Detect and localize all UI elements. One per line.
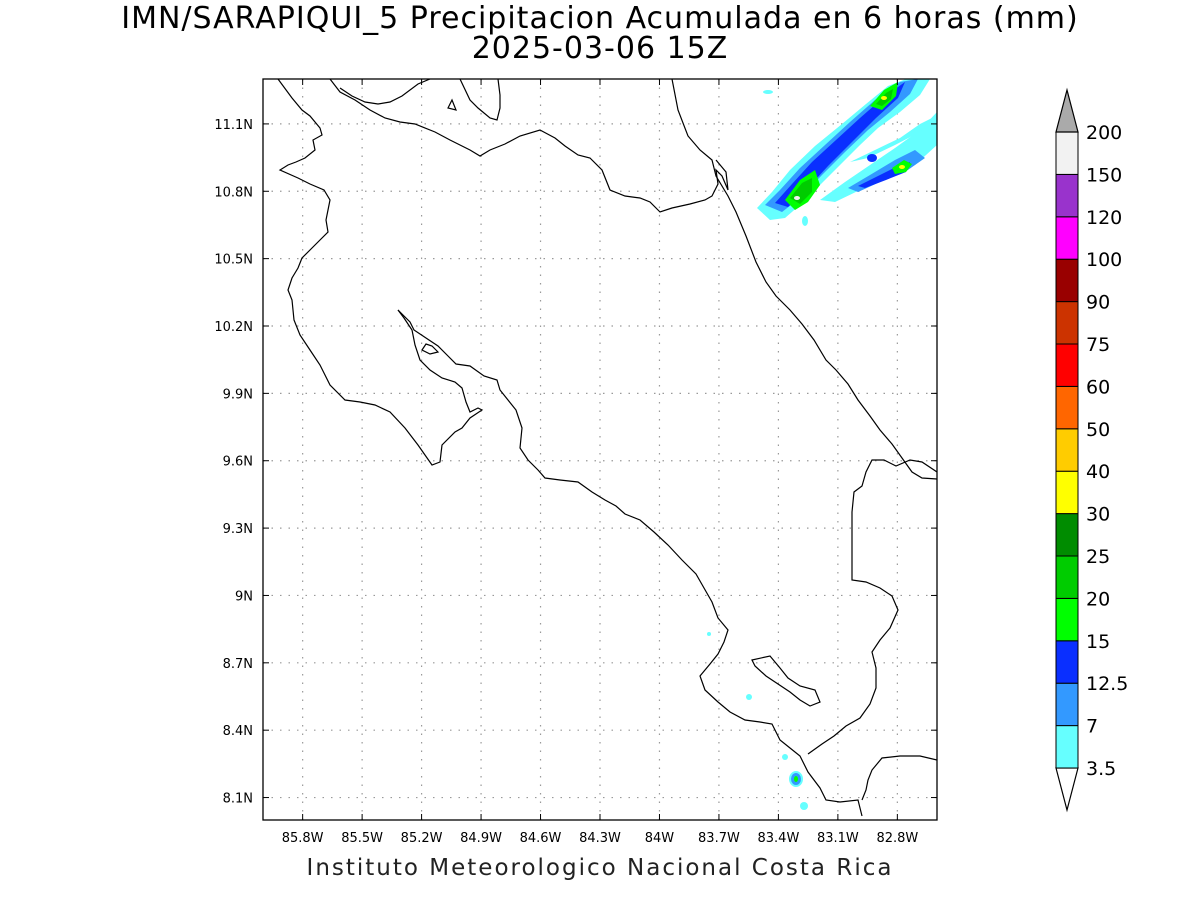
- colorbar-swatch: [1055, 725, 1079, 769]
- credit-footer: Instituto Meteorologico Nacional Costa R…: [306, 855, 894, 881]
- precipitation-colorbar: 3.5 7 12.5 15 20 25 30 40 50 60 75 90 100 120 150 200: [1055, 87, 1128, 813]
- precip-band-north: [757, 79, 930, 220]
- colorbar-level-label: 7: [1086, 716, 1098, 738]
- burica-peninsula: [861, 755, 937, 801]
- colorbar-lower-arrow: [1055, 767, 1079, 813]
- lon-tick-label: 83.7W: [698, 831, 740, 846]
- lat-tick-label: 10.8N: [214, 185, 253, 200]
- colorbar-swatch: [1055, 216, 1079, 260]
- lat-tick-label: 9N: [235, 589, 253, 604]
- colorbar-upper-arrow: [1055, 87, 1079, 133]
- colorbar-swatch: [1055, 173, 1079, 218]
- colorbar-level-label: 12.5: [1086, 673, 1128, 695]
- lake-islet: [447, 98, 457, 111]
- lat-tick-label: 8.1N: [223, 792, 253, 807]
- pacific-to-caribbean-coast: [397, 309, 863, 817]
- colorbar-level-label: 25: [1086, 546, 1110, 568]
- map-axes: 85.8W 85.5W 85.2W 84.9W 84.6W 84.3W 84W 83.7W 83…: [214, 79, 937, 846]
- colorbar-level-label: 20: [1086, 588, 1110, 610]
- colorbar-level-label: 90: [1086, 292, 1110, 314]
- lon-tick-label: 82.8W: [876, 831, 918, 846]
- lat-tick-label: 9.3N: [223, 522, 253, 537]
- northern-nicaragua-coast: [329, 79, 729, 213]
- lat-tick-label: 9.6N: [223, 455, 253, 470]
- colorbar-swatch: [1055, 428, 1079, 472]
- colorbar-level-label: 30: [1086, 504, 1110, 526]
- colorbar-swatch: [1055, 513, 1079, 557]
- precip-cells-south: [707, 632, 808, 810]
- map-title: IMN/SARAPIQUI_5 Precipitacion Acumulada …: [121, 1, 1079, 36]
- colorbar-swatch: [1055, 385, 1079, 430]
- lon-tick-label: 84.6W: [520, 831, 562, 846]
- colorbar-level-label: 40: [1086, 461, 1110, 483]
- colorbar-swatch: [1055, 597, 1079, 642]
- precipitation-field: [707, 79, 937, 810]
- lat-tick-label: 11.1N: [214, 118, 253, 133]
- lon-tick-label: 84W: [645, 831, 675, 846]
- colorbar-level-label: 100: [1086, 249, 1122, 271]
- lat-tick-label: 10.5N: [214, 253, 253, 268]
- colorbar-level-label: 15: [1086, 631, 1110, 653]
- lon-tick-label: 85.8W: [282, 831, 324, 846]
- nicaragua-lake-shore: [277, 79, 484, 466]
- lon-tick-label: 83.1W: [817, 831, 859, 846]
- lake-west-shore: [459, 79, 501, 121]
- colorbar-level-label: 150: [1086, 164, 1122, 186]
- colorbar-level-label: 120: [1086, 207, 1122, 229]
- lake-island: [421, 343, 440, 355]
- colorbar-level-label: 60: [1086, 376, 1110, 398]
- lat-tick-label: 8.7N: [223, 657, 253, 672]
- colorbar-swatch: [1055, 682, 1079, 727]
- lat-tick-label: 10.2N: [214, 320, 253, 335]
- colorbar-swatch: [1055, 258, 1079, 303]
- colorbar-level-label: 75: [1086, 334, 1110, 356]
- coastline: [277, 79, 937, 817]
- colorbar-level-label: 3.5: [1086, 758, 1116, 780]
- map-valid-time: 2025-03-06 15Z: [471, 31, 729, 66]
- osa-gulf-coast: [751, 655, 821, 707]
- panama-border: [807, 459, 937, 755]
- colorbar-swatch: [1055, 343, 1079, 387]
- nicaragua-shore-top: [339, 79, 431, 105]
- lon-tick-label: 84.9W: [460, 831, 502, 846]
- lon-tick-label: 83.4W: [758, 831, 800, 846]
- colorbar-swatch: [1055, 470, 1079, 515]
- caribbean-coast: [671, 79, 937, 480]
- lon-tick-label: 85.2W: [401, 831, 443, 846]
- lat-tick-label: 9.9N: [223, 387, 253, 402]
- colorbar-level-label: 50: [1086, 419, 1110, 441]
- colorbar-swatch: [1055, 301, 1079, 345]
- precip-band-east: [763, 90, 937, 226]
- lon-tick-label: 85.5W: [341, 831, 383, 846]
- colorbar-swatch: [1055, 640, 1079, 684]
- colorbar-swatch: [1055, 131, 1079, 175]
- colorbar-swatch: [1055, 555, 1079, 599]
- lat-tick-label: 8.4N: [223, 724, 253, 739]
- colorbar-level-label: 200: [1086, 122, 1122, 144]
- lon-tick-label: 84.3W: [579, 831, 621, 846]
